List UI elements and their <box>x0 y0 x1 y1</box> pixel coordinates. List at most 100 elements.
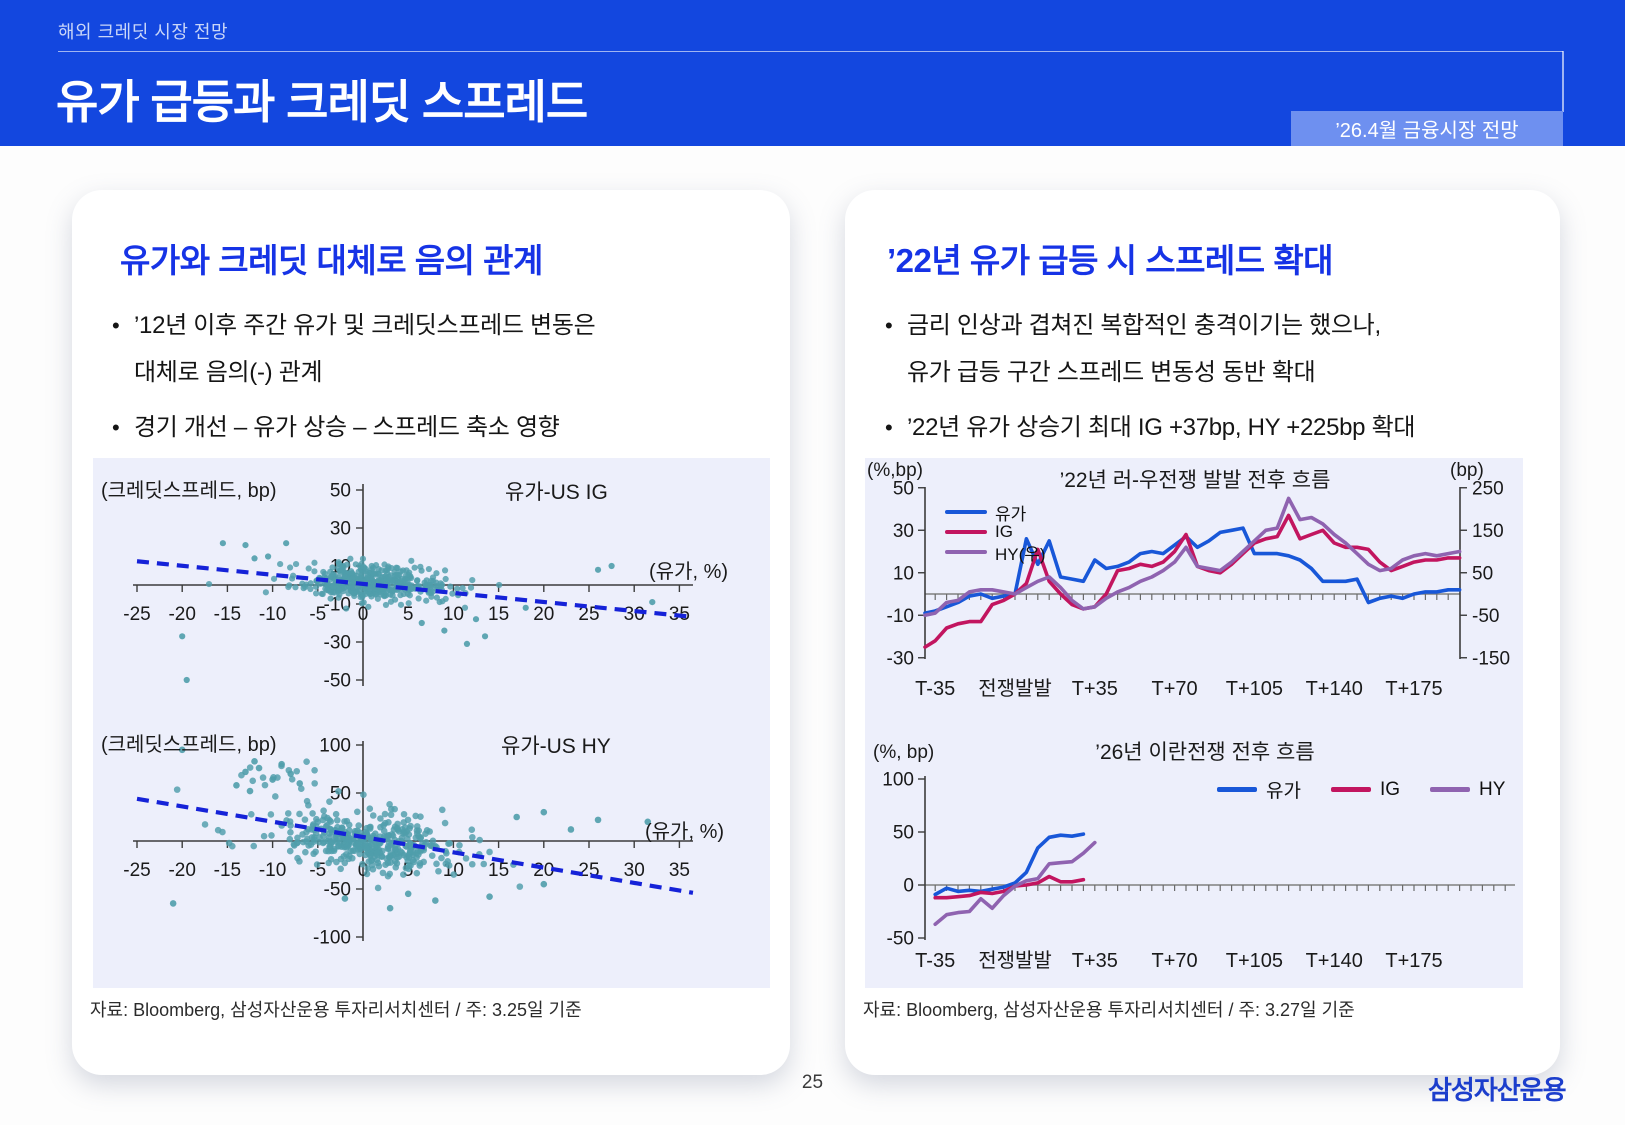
svg-text:50: 50 <box>330 481 351 502</box>
svg-text:100: 100 <box>319 736 351 757</box>
ig-line-swatch <box>1330 787 1371 792</box>
hy-line-swatch <box>945 549 987 555</box>
svg-text:-100: -100 <box>313 928 351 949</box>
svg-text:0: 0 <box>358 860 369 881</box>
svg-text:25: 25 <box>578 604 599 625</box>
svg-text:30: 30 <box>893 521 914 542</box>
svg-text:전쟁발발: 전쟁발발 <box>978 949 1052 972</box>
chart2-title: 유가-US HY <box>501 735 611 758</box>
oil-line-swatch <box>945 509 987 515</box>
svg-text:-30: -30 <box>887 648 914 669</box>
svg-text:T+175: T+175 <box>1385 678 1442 700</box>
bullet-list: ’12년 이후 주간 유가 및 크레딧스프레드 변동은 대체로 음의(-) 관계… <box>110 302 750 459</box>
svg-text:-50: -50 <box>324 671 351 692</box>
svg-text:20: 20 <box>533 604 554 625</box>
card-title: ’22년 유가 급등 시 스프레드 확대 <box>887 242 1334 279</box>
svg-text:T+35: T+35 <box>1072 678 1118 700</box>
report-badge: ’26.4월 금융시장 전망 <box>1291 111 1563 146</box>
bullet-item: ’22년 유가 상승기 최대 IG +37bp, HY +225bp 확대 <box>883 404 1523 451</box>
svg-text:-25: -25 <box>123 604 150 625</box>
svg-text:50: 50 <box>893 823 914 844</box>
line-charts-svg: 50 30 10 -10 -30 250 150 50 -50 -150 T-35 전쟁발발 T+35 T… <box>882 478 1515 972</box>
svg-text:-15: -15 <box>214 604 241 625</box>
svg-text:-50: -50 <box>324 880 351 901</box>
card-title: 유가와 크레딧 대체로 음의 관계 <box>120 242 543 279</box>
scatter-charts-svg: -25-20-15-10-505101520253035503010-10-30… <box>123 481 694 949</box>
chartA-right-unit-label: (bp) <box>1450 460 1484 481</box>
svg-text:-5: -5 <box>309 604 326 625</box>
source-note: 자료: Bloomberg, 삼성자산운용 투자리서치센터 / 주: 3.25일… <box>90 1000 582 1020</box>
header-corner-line <box>1562 51 1564 112</box>
svg-text:30: 30 <box>624 860 645 881</box>
bullet-item: 금리 인상과 겹쳐진 복합적인 충격이기는 했으나, 유가 급등 구간 스프레드… <box>883 302 1523 396</box>
svg-text:-10: -10 <box>887 606 914 627</box>
oil-line-swatch <box>1217 787 1257 792</box>
legend-item: 유가 <box>945 502 1046 524</box>
svg-text:10: 10 <box>443 604 464 625</box>
header-divider <box>58 51 1563 52</box>
slide-header: 해외 크레딧 시장 전망 유가 급등과 크레딧 스프레드 ’26.4월 금융시장… <box>0 0 1625 146</box>
svg-text:-25: -25 <box>123 860 150 881</box>
svg-text:T+35: T+35 <box>1072 950 1118 972</box>
chartA-left-unit-label: (%,bp) <box>867 460 923 481</box>
chartA-legend: 유가 IG HY(우) <box>945 502 1046 564</box>
legend-item: IG <box>945 522 1046 542</box>
ig-line-swatch <box>945 529 987 535</box>
svg-text:-5: -5 <box>309 860 326 881</box>
chartB-legend: 유가 IG HY <box>1217 776 1505 803</box>
bullet-item: ’12년 이후 주간 유가 및 크레딧스프레드 변동은 대체로 음의(-) 관계 <box>110 302 750 396</box>
svg-text:T-35: T-35 <box>915 678 955 700</box>
svg-text:-50: -50 <box>887 929 914 950</box>
chartA-title: ’22년 러-우전쟁 발발 전후 흐름 <box>1059 469 1331 492</box>
legend-item: 유가 <box>1217 776 1301 803</box>
svg-text:-10: -10 <box>259 604 286 625</box>
svg-text:50: 50 <box>330 784 351 805</box>
company-logo: 삼성자산운용 <box>1428 1075 1567 1105</box>
legend-item: HY <box>1430 779 1505 801</box>
page-number: 25 <box>801 1072 824 1093</box>
card-2022-spread-widening: ’22년 유가 급등 시 스프레드 확대 금리 인상과 겹쳐진 복합적인 충격이… <box>845 190 1560 1075</box>
svg-text:30: 30 <box>330 519 351 540</box>
svg-text:50: 50 <box>893 478 914 499</box>
svg-text:-50: -50 <box>1472 606 1499 627</box>
svg-text:-30: -30 <box>324 633 351 654</box>
svg-text:T+175: T+175 <box>1385 950 1442 972</box>
card-oil-credit-relation: 유가와 크레딧 대체로 음의 관계 ’12년 이후 주간 유가 및 크레딧스프레… <box>72 190 790 1075</box>
line-chart-panel: 50 30 10 -10 -30 250 150 50 -50 -150 T-35 전쟁발발 T+35 T… <box>865 458 1523 988</box>
svg-text:T+70: T+70 <box>1152 678 1198 700</box>
svg-text:15: 15 <box>488 604 509 625</box>
legend-item: HY(우) <box>945 542 1046 564</box>
section-label: 해외 크레딧 시장 전망 <box>58 22 229 42</box>
chart2-x-unit-label: (유가, %) <box>645 821 725 843</box>
svg-text:100: 100 <box>882 770 914 791</box>
svg-text:-150: -150 <box>1472 648 1510 669</box>
source-note: 자료: Bloomberg, 삼성자산운용 투자리서치센터 / 주: 3.27일… <box>863 1000 1355 1020</box>
svg-text:T+105: T+105 <box>1226 950 1283 972</box>
chart1-x-unit-label: (유가, %) <box>649 561 729 583</box>
svg-text:T+140: T+140 <box>1306 678 1363 700</box>
slide-title: 유가 급등과 크레딧 스프레드 <box>56 76 588 128</box>
svg-text:-20: -20 <box>168 860 195 881</box>
chartB-title: ’26년 이란전쟁 전후 흐름 <box>1095 741 1315 764</box>
bullet-item: 경기 개선 – 유가 상승 – 스프레드 축소 영향 <box>110 404 750 451</box>
svg-text:T+105: T+105 <box>1226 678 1283 700</box>
svg-text:50: 50 <box>1472 563 1493 584</box>
legend-item: IG <box>1330 779 1400 801</box>
svg-text:30: 30 <box>624 604 645 625</box>
svg-text:10: 10 <box>893 563 914 584</box>
svg-text:35: 35 <box>669 860 690 881</box>
svg-text:T+70: T+70 <box>1152 950 1198 972</box>
scatter-chart-panel: -25-20-15-10-505101520253035503010-10-30… <box>93 458 770 988</box>
svg-text:5: 5 <box>403 604 414 625</box>
svg-text:-15: -15 <box>214 860 241 881</box>
svg-text:-20: -20 <box>168 604 195 625</box>
svg-text:0: 0 <box>358 604 369 625</box>
chartB-left-unit-label: (%, bp) <box>873 742 935 763</box>
chart1-y-unit-label: (크레딧스프레드, bp) <box>101 480 277 502</box>
svg-text:전쟁발발: 전쟁발발 <box>978 677 1052 700</box>
svg-text:150: 150 <box>1472 521 1504 542</box>
chart1-title: 유가-US IG <box>505 481 608 504</box>
svg-text:0: 0 <box>903 876 914 897</box>
bullet-list: 금리 인상과 겹쳐진 복합적인 충격이기는 했으나, 유가 급등 구간 스프레드… <box>883 302 1523 459</box>
chart2-y-unit-label: (크레딧스프레드, bp) <box>101 734 277 756</box>
